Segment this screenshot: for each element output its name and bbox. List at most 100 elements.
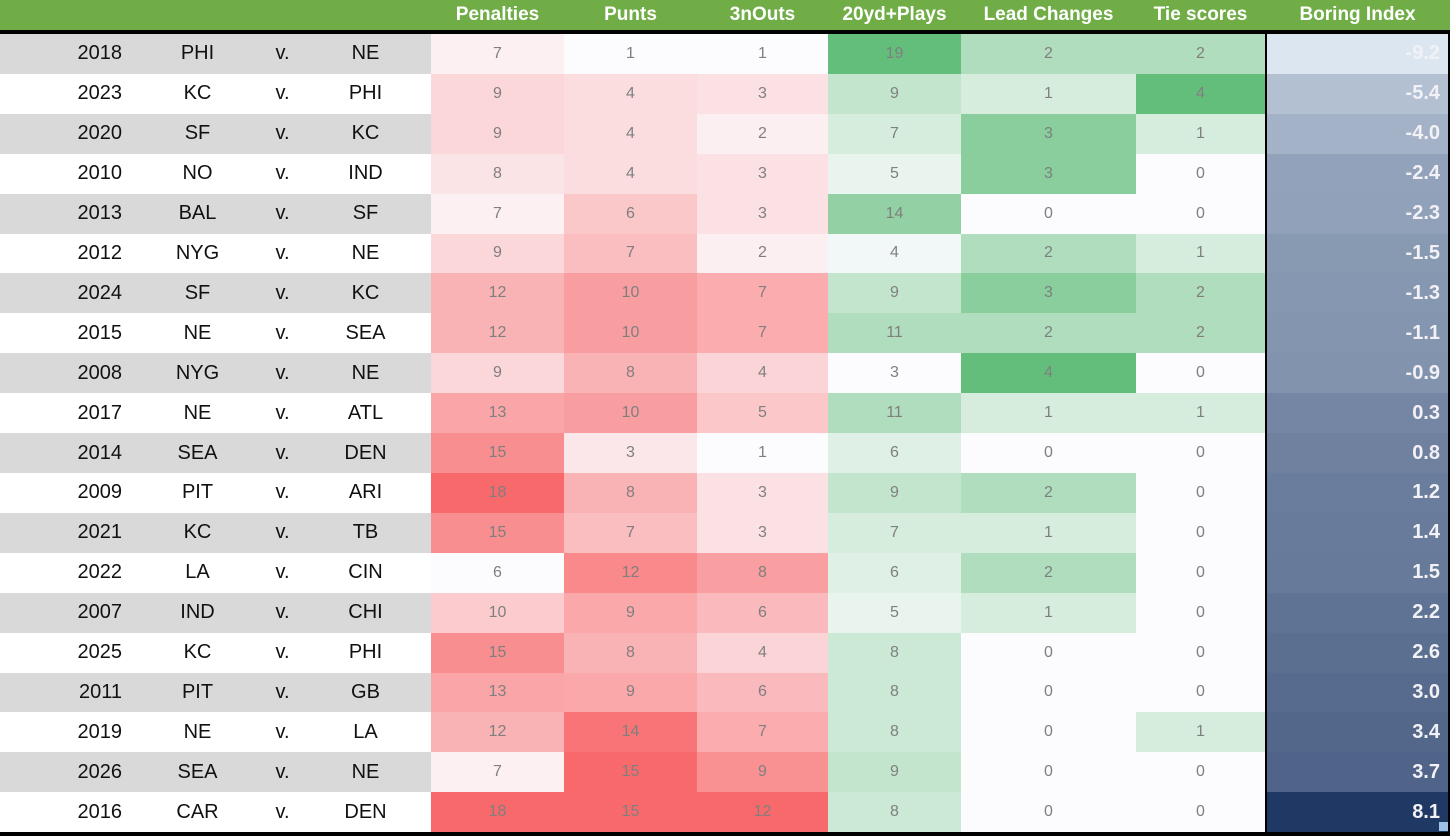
cell-penalties[interactable]: 15 — [431, 512, 564, 553]
cell-three_and_outs[interactable]: 3 — [697, 512, 828, 553]
cell-year[interactable]: 2007 — [0, 592, 130, 633]
cell-team2[interactable]: PHI — [300, 73, 431, 114]
cell-year[interactable]: 2023 — [0, 73, 130, 114]
cell-three_and_outs[interactable]: 6 — [697, 592, 828, 633]
cell-team1[interactable]: IND — [130, 592, 265, 633]
cell-punts[interactable]: 1 — [564, 34, 697, 74]
cell-team2[interactable]: NE — [300, 752, 431, 793]
cell-lead_changes[interactable]: 0 — [961, 712, 1136, 753]
cell-lead_changes[interactable]: 3 — [961, 113, 1136, 154]
cell-punts[interactable]: 4 — [564, 113, 697, 154]
cell-boring_index[interactable]: 0.8 — [1265, 433, 1450, 473]
cell-vs[interactable]: v. — [265, 433, 300, 473]
cell-three_and_outs[interactable]: 2 — [697, 233, 828, 274]
cell-team2[interactable]: PHI — [300, 632, 431, 673]
cell-team1[interactable]: NO — [130, 153, 265, 194]
cell-year[interactable]: 2013 — [0, 193, 130, 234]
cell-lead_changes[interactable]: 2 — [961, 34, 1136, 74]
cell-plays_20yd_plus[interactable]: 9 — [828, 73, 961, 114]
cell-team1[interactable]: NYG — [130, 233, 265, 274]
cell-team1[interactable]: KC — [130, 632, 265, 673]
cell-penalties[interactable]: 6 — [431, 552, 564, 593]
cell-plays_20yd_plus[interactable]: 19 — [828, 34, 961, 74]
cell-penalties[interactable]: 9 — [431, 233, 564, 274]
cell-lead_changes[interactable]: 0 — [961, 632, 1136, 673]
cell-penalties[interactable]: 13 — [431, 393, 564, 434]
cell-tie_scores[interactable]: 4 — [1136, 73, 1265, 114]
cell-year[interactable]: 2009 — [0, 472, 130, 513]
cell-penalties[interactable]: 12 — [431, 273, 564, 314]
cell-penalties[interactable]: 7 — [431, 193, 564, 234]
cell-plays_20yd_plus[interactable]: 6 — [828, 433, 961, 473]
cell-boring_index[interactable]: -9.2 — [1265, 34, 1450, 74]
cell-lead_changes[interactable]: 0 — [961, 193, 1136, 234]
cell-team2[interactable]: CIN — [300, 552, 431, 593]
cell-punts[interactable]: 8 — [564, 632, 697, 673]
cell-year[interactable]: 2016 — [0, 792, 130, 833]
cell-plays_20yd_plus[interactable]: 9 — [828, 752, 961, 793]
cell-team1[interactable]: SF — [130, 273, 265, 314]
cell-tie_scores[interactable]: 0 — [1136, 353, 1265, 394]
cell-team2[interactable]: LA — [300, 712, 431, 753]
cell-penalties[interactable]: 7 — [431, 752, 564, 793]
cell-team1[interactable]: NYG — [130, 353, 265, 394]
cell-plays_20yd_plus[interactable]: 4 — [828, 233, 961, 274]
cell-tie_scores[interactable]: 0 — [1136, 472, 1265, 513]
cell-vs[interactable]: v. — [265, 552, 300, 593]
cell-tie_scores[interactable]: 1 — [1136, 712, 1265, 753]
cell-plays_20yd_plus[interactable]: 8 — [828, 632, 961, 673]
cell-three_and_outs[interactable]: 5 — [697, 393, 828, 434]
cell-vs[interactable]: v. — [265, 672, 300, 713]
cell-team2[interactable]: GB — [300, 672, 431, 713]
cell-vs[interactable]: v. — [265, 313, 300, 354]
cell-team1[interactable]: SEA — [130, 433, 265, 473]
cell-lead_changes[interactable]: 0 — [961, 672, 1136, 713]
cell-team2[interactable]: NE — [300, 233, 431, 274]
cell-plays_20yd_plus[interactable]: 8 — [828, 672, 961, 713]
cell-year[interactable]: 2012 — [0, 233, 130, 274]
cell-team1[interactable]: PIT — [130, 472, 265, 513]
cell-punts[interactable]: 3 — [564, 433, 697, 473]
cell-boring_index[interactable]: 0.3 — [1265, 393, 1450, 434]
cell-vs[interactable]: v. — [265, 632, 300, 673]
cell-punts[interactable]: 12 — [564, 552, 697, 593]
cell-penalties[interactable]: 18 — [431, 472, 564, 513]
cell-vs[interactable]: v. — [265, 512, 300, 553]
cell-team2[interactable]: SEA — [300, 313, 431, 354]
cell-tie_scores[interactable]: 0 — [1136, 632, 1265, 673]
cell-boring_index[interactable]: 3.0 — [1265, 672, 1450, 713]
fill-handle[interactable] — [1439, 822, 1448, 831]
cell-team2[interactable]: IND — [300, 153, 431, 194]
cell-year[interactable]: 2018 — [0, 34, 130, 74]
cell-lead_changes[interactable]: 0 — [961, 752, 1136, 793]
cell-punts[interactable]: 8 — [564, 353, 697, 394]
cell-vs[interactable]: v. — [265, 233, 300, 274]
cell-year[interactable]: 2017 — [0, 393, 130, 434]
cell-plays_20yd_plus[interactable]: 9 — [828, 273, 961, 314]
cell-tie_scores[interactable]: 0 — [1136, 792, 1265, 833]
cell-team2[interactable]: ARI — [300, 472, 431, 513]
cell-team1[interactable]: SF — [130, 113, 265, 154]
cell-three_and_outs[interactable]: 4 — [697, 632, 828, 673]
cell-penalties[interactable]: 9 — [431, 113, 564, 154]
cell-three_and_outs[interactable]: 7 — [697, 273, 828, 314]
cell-vs[interactable]: v. — [265, 712, 300, 753]
cell-penalties[interactable]: 18 — [431, 792, 564, 833]
cell-team1[interactable]: LA — [130, 552, 265, 593]
cell-year[interactable]: 2010 — [0, 153, 130, 194]
cell-boring_index[interactable]: 2.6 — [1265, 632, 1450, 673]
cell-team2[interactable]: SF — [300, 193, 431, 234]
cell-lead_changes[interactable]: 2 — [961, 313, 1136, 354]
cell-three_and_outs[interactable]: 3 — [697, 73, 828, 114]
cell-vs[interactable]: v. — [265, 752, 300, 793]
cell-tie_scores[interactable]: 0 — [1136, 153, 1265, 194]
cell-boring_index[interactable]: 1.4 — [1265, 512, 1450, 553]
cell-tie_scores[interactable]: 1 — [1136, 113, 1265, 154]
cell-team1[interactable]: CAR — [130, 792, 265, 833]
cell-vs[interactable]: v. — [265, 34, 300, 74]
cell-team1[interactable]: BAL — [130, 193, 265, 234]
cell-tie_scores[interactable]: 0 — [1136, 193, 1265, 234]
cell-lead_changes[interactable]: 4 — [961, 353, 1136, 394]
cell-punts[interactable]: 10 — [564, 313, 697, 354]
cell-punts[interactable]: 4 — [564, 153, 697, 194]
